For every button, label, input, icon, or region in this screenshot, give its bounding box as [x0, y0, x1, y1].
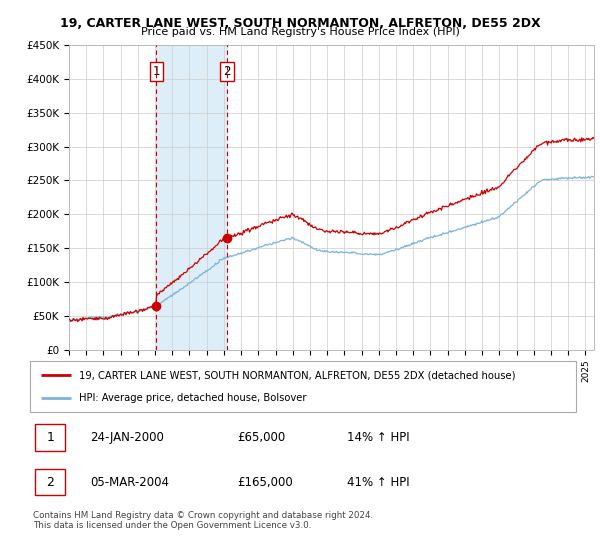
Text: 14% ↑ HPI: 14% ↑ HPI: [347, 431, 409, 444]
Text: 2: 2: [223, 66, 231, 78]
FancyBboxPatch shape: [35, 424, 65, 451]
Text: 2: 2: [47, 475, 55, 488]
Text: 41% ↑ HPI: 41% ↑ HPI: [347, 475, 409, 488]
Text: 05-MAR-2004: 05-MAR-2004: [90, 475, 169, 488]
Text: 1: 1: [152, 66, 160, 78]
Bar: [156, 45, 227, 350]
Text: HPI: Average price, detached house, Bolsover: HPI: Average price, detached house, Bols…: [79, 394, 307, 404]
Text: Contains HM Land Registry data © Crown copyright and database right 2024.
This d: Contains HM Land Registry data © Crown c…: [33, 511, 373, 530]
Text: £65,000: £65,000: [238, 431, 286, 444]
Text: Price paid vs. HM Land Registry's House Price Index (HPI): Price paid vs. HM Land Registry's House …: [140, 27, 460, 37]
Text: 24-JAN-2000: 24-JAN-2000: [90, 431, 164, 444]
Text: £165,000: £165,000: [238, 475, 293, 488]
Text: 19, CARTER LANE WEST, SOUTH NORMANTON, ALFRETON, DE55 2DX: 19, CARTER LANE WEST, SOUTH NORMANTON, A…: [59, 17, 541, 30]
Text: 1: 1: [47, 431, 55, 444]
Text: 19, CARTER LANE WEST, SOUTH NORMANTON, ALFRETON, DE55 2DX (detached house): 19, CARTER LANE WEST, SOUTH NORMANTON, A…: [79, 370, 515, 380]
FancyBboxPatch shape: [35, 469, 65, 496]
